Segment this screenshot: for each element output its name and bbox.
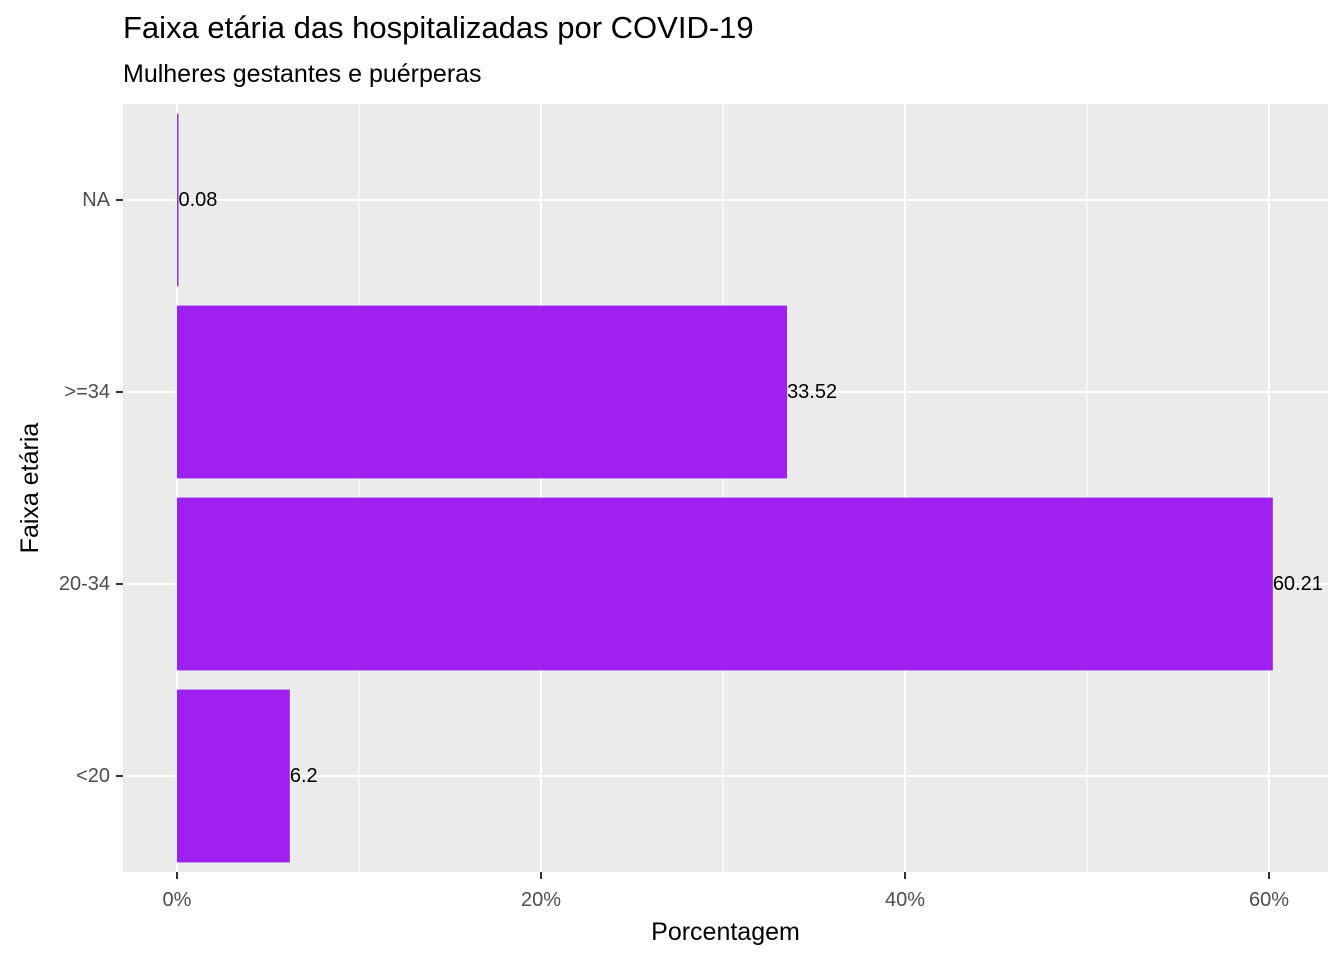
data-label-lt-20: 6.2 (290, 765, 318, 787)
chart-title: Faixa etária das hospitalizadas por COVI… (123, 10, 754, 45)
x-tick-label: 60% (1249, 889, 1289, 911)
bar-gte-34 (177, 305, 788, 479)
x-axis-title: Porcentagem (651, 918, 800, 946)
minor-gridlines (358, 104, 1088, 872)
y-axis: <20 20-34 >=34 NA (59, 189, 123, 787)
data-label-20-34: 60.21 (1273, 573, 1323, 595)
bar-na (177, 113, 179, 287)
chart-subtitle: Mulheres gestantes e puérperas (123, 60, 482, 88)
y-axis-title: Faixa etária (16, 423, 44, 554)
x-axis: 0% 20% 40% 60% (163, 872, 1289, 911)
y-tick-label-20-34: 20-34 (59, 573, 110, 595)
bar-20-34 (177, 497, 1273, 671)
data-labels: 6.2 60.21 33.52 0.08 (178, 189, 1322, 787)
y-tick-label-na: NA (82, 189, 110, 211)
x-tick-label: 0% (163, 889, 192, 911)
bars (177, 113, 1273, 863)
y-tick-label-gte-34: >=34 (64, 381, 110, 403)
x-tick-label: 40% (885, 889, 925, 911)
y-tick-label-lt-20: <20 (76, 765, 110, 787)
data-label-gte-34: 33.52 (787, 381, 837, 403)
data-label-na: 0.08 (178, 189, 217, 211)
plot-panel (123, 104, 1328, 872)
x-tick-label: 20% (521, 889, 561, 911)
bar-lt-20 (177, 689, 290, 863)
